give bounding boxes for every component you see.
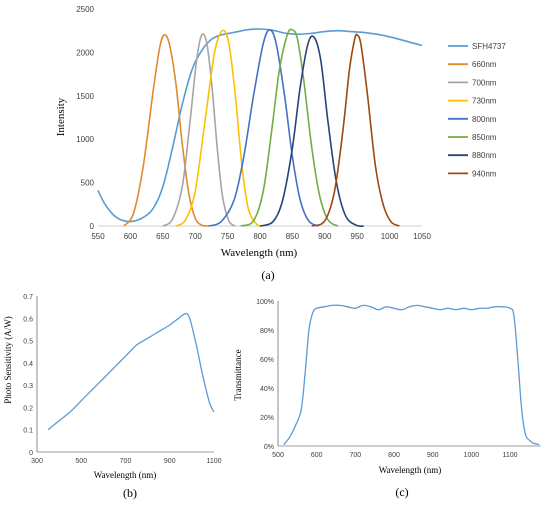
chart-a-x-tick-label: 650 (156, 232, 170, 241)
chart-b-series-line-0 (47, 313, 215, 431)
chart-b-x-tick-label: 1100 (206, 458, 221, 465)
chart-a-series-line-850nm (240, 28, 339, 227)
chart-c-y-tick-label: 40% (260, 386, 274, 393)
chart-a-y-tick-label: 2500 (76, 5, 94, 14)
chart-a-series-line-880nm (259, 35, 364, 227)
chart-a-legend-label: 700nm (472, 78, 497, 87)
chart-b-ylabel: Photo Sensitivity (A/W) (3, 316, 13, 404)
chart-a-ylabel: Intensity (55, 97, 67, 136)
chart-c-axes: 500 600 700 800 900 1000 1100 0% 20% 40% 60% 80% 100… (256, 299, 541, 459)
chart-a-series-line-800nm (207, 29, 319, 227)
chart-a-x-tick-label: 900 (318, 232, 332, 241)
chart-b-series (47, 313, 215, 431)
chart-a-series-line-730nm (175, 29, 264, 227)
chart-b-caption: (b) (123, 486, 137, 500)
chart-a-x-tick-label: 1050 (413, 232, 431, 241)
chart-a-y-tick-label: 2000 (76, 48, 94, 57)
chart-a-series-line-700nm (162, 33, 236, 227)
chart-b: 300 500 700 900 1100 0 0.1 0.2 0.3 0.4 0.5 0.6 0.7 P… (3, 294, 222, 500)
chart-a-x-tick-label: 750 (221, 232, 235, 241)
chart-a: 550 600 650 700 750 800 850 900 950 1000 1050 0 500 1… (55, 5, 506, 282)
chart-c-y-tick-label: 80% (260, 328, 274, 335)
chart-a-legend: SFH4737 660nm 700nm 730nm 800nm 850nm 880nm 940… (448, 42, 506, 178)
chart-b-x-tick-label: 700 (120, 458, 132, 465)
chart-a-x-tick-label: 1000 (381, 232, 399, 241)
chart-c-x-tick-label: 600 (311, 452, 323, 459)
chart-a-legend-label: 730nm (472, 97, 497, 106)
chart-b-xlabel: Wavelength (nm) (94, 470, 157, 480)
chart-c: 500 600 700 800 900 1000 1100 0% 20% 40% 60% 80% 100… (233, 299, 541, 499)
chart-b-y-tick-label: 0.7 (23, 294, 33, 301)
chart-c-ylabel: Transmittance (233, 349, 243, 400)
chart-c-y-tick-label: 100% (256, 299, 274, 306)
chart-b-y-tick-label: 0.2 (23, 405, 33, 412)
chart-a-series (97, 28, 423, 227)
chart-b-y-tick-label: 0 (29, 450, 33, 457)
chart-a-x-tick-label: 950 (351, 232, 365, 241)
chart-a-xlabel: Wavelength (nm) (221, 247, 298, 259)
chart-c-x-tick-label: 500 (272, 452, 284, 459)
chart-a-x-tick-label: 800 (253, 232, 267, 241)
chart-a-caption: (a) (261, 268, 274, 282)
chart-a-legend-label: 660nm (472, 60, 497, 69)
chart-c-xlabel: Wavelength (nm) (379, 465, 442, 475)
chart-a-x-tick-label: 700 (189, 232, 203, 241)
chart-b-x-tick-label: 500 (75, 458, 87, 465)
chart-c-x-tick-label: 700 (350, 452, 362, 459)
chart-c-x-tick-label: 1000 (464, 452, 480, 459)
chart-a-y-tick-label: 1500 (76, 92, 94, 101)
chart-c-caption: (c) (395, 485, 408, 499)
chart-b-x-tick-label: 900 (164, 458, 176, 465)
chart-a-legend-label: 800nm (472, 115, 497, 124)
chart-a-y-tick-label: 1000 (76, 135, 94, 144)
chart-c-series (283, 304, 540, 446)
chart-a-series-line-940nm (311, 33, 400, 227)
chart-b-y-tick-label: 0.6 (23, 316, 33, 323)
chart-a-x-tick-label: 550 (91, 232, 105, 241)
chart-a-x-tick-label: 600 (124, 232, 138, 241)
chart-c-y-tick-label: 60% (260, 357, 274, 364)
chart-c-x-tick-label: 1100 (503, 452, 518, 459)
chart-c-y-tick-label: 20% (260, 415, 274, 422)
chart-c-x-tick-label: 900 (427, 452, 439, 459)
chart-a-series-line-sfh4737 (97, 28, 423, 223)
chart-a-y-tick-label: 500 (81, 179, 95, 188)
chart-a-series-line-660nm (123, 34, 209, 227)
chart-b-y-tick-label: 0.4 (23, 361, 33, 368)
chart-b-y-tick-label: 0.3 (23, 383, 33, 390)
chart-b-y-tick-label: 0.5 (23, 339, 33, 346)
chart-a-axes: 550 600 650 700 750 800 850 900 950 1000 1050 0 500 1… (76, 5, 431, 241)
chart-a-legend-label: 880nm (472, 151, 497, 160)
chart-c-y-tick-label: 0% (264, 444, 274, 451)
chart-a-y-tick-label: 0 (90, 222, 95, 231)
chart-b-axes: 300 500 700 900 1100 0 0.1 0.2 0.3 0.4 0.5 0.6 0.7 (23, 294, 221, 465)
chart-b-x-tick-label: 300 (31, 458, 43, 465)
chart-a-legend-label: 850nm (472, 133, 497, 142)
chart-a-legend-label: SFH4737 (472, 42, 506, 51)
chart-a-legend-label: 940nm (472, 169, 497, 178)
chart-c-series-line-0 (283, 304, 540, 446)
chart-b-y-tick-label: 0.1 (23, 428, 33, 435)
chart-a-x-tick-label: 850 (286, 232, 300, 241)
chart-c-x-tick-label: 800 (388, 452, 400, 459)
